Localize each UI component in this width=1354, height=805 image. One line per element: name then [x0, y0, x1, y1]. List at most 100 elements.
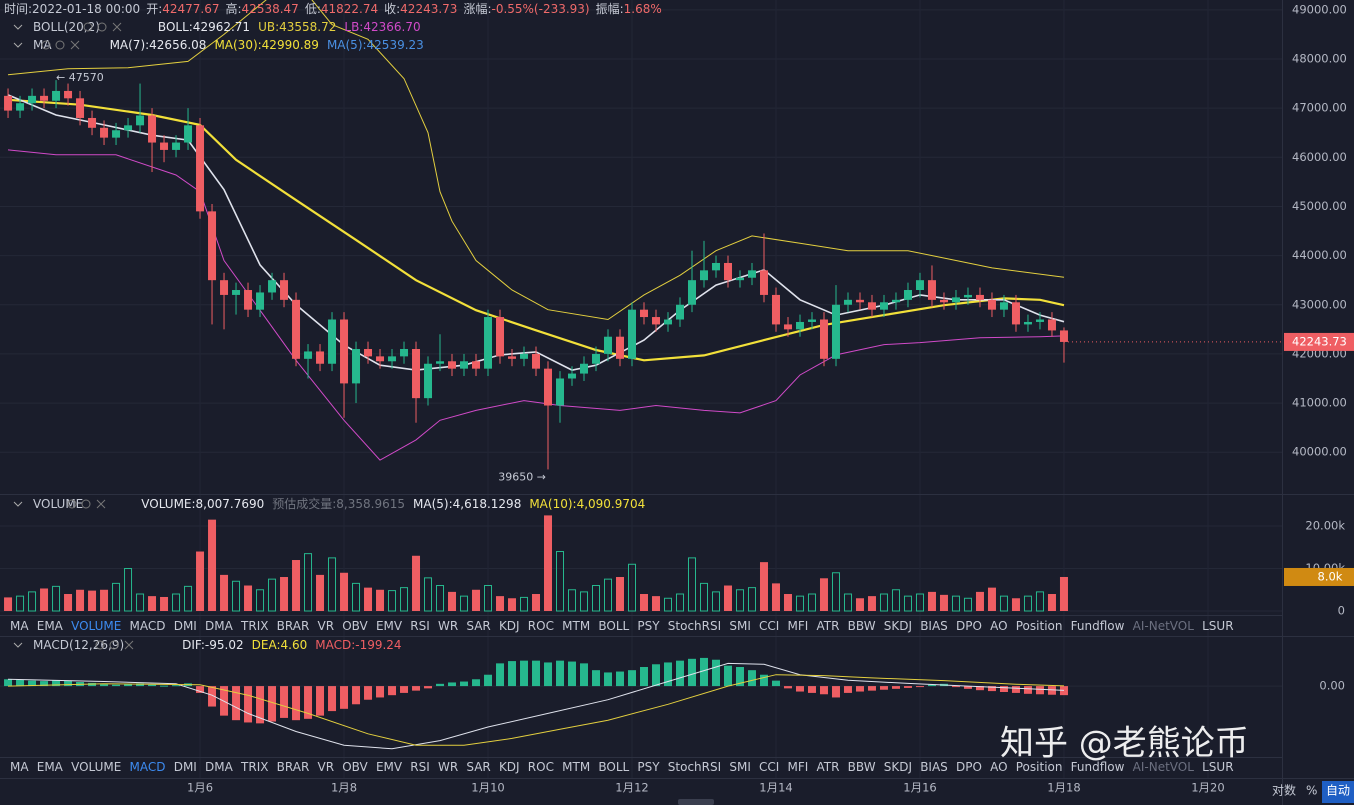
volume-bar [1047, 594, 1056, 612]
macd-bar [40, 681, 49, 687]
indicator-tab[interactable]: DMA [205, 760, 233, 774]
candle-body [819, 319, 828, 359]
indicator-tab[interactable]: MA [10, 619, 29, 633]
indicator-tab[interactable]: SAR [466, 619, 491, 633]
collapse-icon[interactable] [13, 42, 23, 48]
indicator-tab[interactable]: BBW [847, 760, 876, 774]
indicator-tab[interactable]: DMI [173, 619, 197, 633]
legend-item: VOLUME:8,007.7690 [141, 497, 264, 511]
close-icon[interactable] [112, 22, 122, 32]
annotation: 39650 → [498, 470, 546, 483]
indicator-tab[interactable]: RSI [410, 619, 430, 633]
candle-body [208, 211, 217, 281]
macd-bar [915, 686, 924, 688]
indicator-tab[interactable]: StochRSI [667, 760, 722, 774]
indicator-tab[interactable]: RSI [410, 760, 430, 774]
indicator-tab[interactable]: VR [317, 760, 335, 774]
indicator-tab[interactable]: PSY [637, 760, 660, 774]
indicator-tab[interactable]: VR [317, 619, 335, 633]
indicator-tab[interactable]: OBV [342, 619, 368, 633]
indicator-tab[interactable]: BOLL [598, 619, 630, 633]
indicator-tab[interactable]: ROC [527, 619, 554, 633]
indicator-tab[interactable]: SMI [729, 619, 751, 633]
percent-button[interactable]: % [1306, 784, 1317, 798]
indicator-tab[interactable]: WR [437, 619, 459, 633]
volume-bar [340, 572, 349, 612]
indicator-tab[interactable]: BRAR [276, 760, 310, 774]
ohlc-header: 时间:2022-01-18 00:00 开:42477.67 高:42538.47 低… [4, 1, 662, 16]
auto-button[interactable]: 自动 [1326, 784, 1350, 798]
indicator-tab[interactable]: TRIX [241, 619, 269, 633]
indicator-tab[interactable]: BBW [847, 619, 876, 633]
indicator-tab[interactable]: SMI [729, 760, 751, 774]
close-icon[interactable] [70, 40, 80, 50]
settings-icon[interactable] [81, 499, 91, 509]
indicator-tab[interactable]: TRIX [241, 760, 269, 774]
candle-body [927, 280, 936, 300]
collapse-icon[interactable] [13, 501, 23, 507]
settings-icon[interactable] [55, 40, 65, 50]
macd-bar [807, 686, 816, 693]
indicator-tab[interactable]: MACD [129, 760, 166, 774]
close-icon[interactable] [124, 640, 134, 650]
indicator-tab[interactable]: Fundflow [1070, 760, 1125, 774]
indicator-tab[interactable]: PSY [637, 619, 660, 633]
indicator-tab[interactable]: ATR [816, 760, 840, 774]
y-tick-label: 49000.00 [1292, 2, 1347, 16]
volume-bar [699, 582, 708, 612]
indicator-tab[interactable]: BIAS [920, 760, 948, 774]
auto-button-bg[interactable] [1322, 781, 1354, 803]
log-button[interactable]: 对数 [1272, 783, 1296, 798]
indicator-tab[interactable]: Position [1015, 619, 1063, 633]
indicator-tab[interactable]: AO [990, 619, 1008, 633]
indicator-tab[interactable]: MACD [129, 619, 166, 633]
indicator-tab[interactable]: BOLL [598, 760, 630, 774]
volume-bar [616, 577, 625, 612]
indicator-tab[interactable]: SKDJ [883, 760, 913, 774]
collapse-icon[interactable] [13, 642, 23, 648]
indicator-tab[interactable]: MTM [562, 619, 591, 633]
settings-icon[interactable] [97, 22, 107, 32]
collapse-icon[interactable] [13, 24, 23, 30]
indicator-tab[interactable]: AO [990, 760, 1008, 774]
indicator-tab[interactable]: KDJ [498, 760, 520, 774]
indicator-tab[interactable]: DMA [205, 619, 233, 633]
indicator-tab[interactable]: DMI [173, 760, 197, 774]
indicator-tab[interactable]: DPO [956, 760, 982, 774]
indicator-tab[interactable]: AI-NetVOL [1132, 619, 1194, 633]
indicator-tab[interactable]: CCI [759, 619, 780, 633]
indicator-tab[interactable]: SAR [466, 760, 491, 774]
indicator-tab[interactable]: Fundflow [1070, 619, 1125, 633]
scroll-handle[interactable] [678, 799, 714, 805]
indicator-tab[interactable]: BIAS [920, 619, 948, 633]
indicator-tab[interactable]: MFI [787, 760, 809, 774]
indicator-tab[interactable]: Position [1015, 760, 1063, 774]
indicator-tab[interactable]: ROC [527, 760, 554, 774]
indicator-tab[interactable]: EMV [375, 619, 403, 633]
indicator-tab[interactable]: LSUR [1202, 760, 1234, 774]
indicator-tab[interactable]: SKDJ [883, 619, 913, 633]
macd-bar [747, 670, 756, 687]
indicator-tab[interactable]: WR [437, 760, 459, 774]
indicator-tab[interactable]: EMA [36, 760, 63, 774]
indicator-tab[interactable]: ATR [816, 619, 840, 633]
y-tick-label: 45000.00 [1292, 199, 1347, 213]
volume-bar [592, 585, 601, 612]
indicator-tab[interactable]: EMA [36, 619, 63, 633]
settings-icon[interactable] [109, 640, 119, 650]
indicator-tab[interactable]: BRAR [276, 619, 310, 633]
indicator-tab[interactable]: MA [10, 760, 29, 774]
indicator-tab[interactable]: EMV [375, 760, 403, 774]
indicator-tab[interactable]: DPO [956, 619, 982, 633]
indicator-tab[interactable]: KDJ [498, 619, 520, 633]
indicator-tab[interactable]: AI-NetVOL [1132, 760, 1194, 774]
indicator-tab[interactable]: StochRSI [667, 619, 722, 633]
indicator-tab[interactable]: MTM [562, 760, 591, 774]
indicator-tab[interactable]: CCI [759, 760, 780, 774]
indicator-tab[interactable]: OBV [342, 760, 368, 774]
indicator-tab[interactable]: MFI [787, 619, 809, 633]
indicator-tab[interactable]: VOLUME [71, 619, 122, 633]
indicator-tab[interactable]: VOLUME [71, 760, 122, 774]
close-icon[interactable] [96, 499, 106, 509]
indicator-tab[interactable]: LSUR [1202, 619, 1234, 633]
